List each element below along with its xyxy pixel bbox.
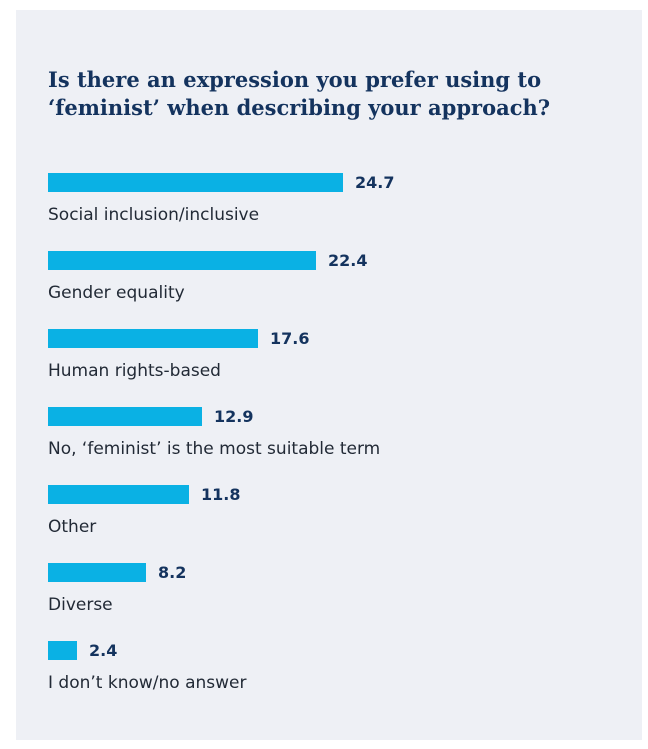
category-label: Social inclusion/inclusive <box>48 205 260 225</box>
bar <box>48 563 146 582</box>
bar <box>48 251 316 270</box>
bar <box>48 407 202 426</box>
bar <box>48 641 77 660</box>
bar <box>48 485 189 504</box>
category-label: I don’t know/no answer <box>48 673 247 693</box>
bar-value-label: 11.8 <box>201 485 241 504</box>
category-label: Diverse <box>48 595 113 615</box>
bar-row: 12.9 No, ‘feminist’ is the most suitable … <box>48 406 628 466</box>
bar-value-label: 22.4 <box>328 251 368 270</box>
bar-row: 8.2 Diverse <box>48 562 628 622</box>
bar-chart: 24.7 Social inclusion/inclusive 22.4 Gender… <box>48 172 628 693</box>
category-label: No, ‘feminist’ is the most suitable term <box>48 439 381 459</box>
bar-row: 2.4 I don’t know/no answer <box>48 640 628 700</box>
bar-value-label: 12.9 <box>214 407 254 426</box>
bar-value-label: 24.7 <box>355 173 395 192</box>
bar-value-label: 2.4 <box>89 641 118 660</box>
bar-row: 17.6 Human rights-based <box>48 328 628 388</box>
chart-panel <box>16 10 642 740</box>
bar-value-label: 8.2 <box>158 563 187 582</box>
chart-title: Is there an expression you prefer using … <box>48 67 551 120</box>
category-label: Gender equality <box>48 283 185 303</box>
bar-row: 24.7 Social inclusion/inclusive <box>48 172 628 232</box>
bar <box>48 173 343 192</box>
bar-value-label: 17.6 <box>270 329 310 348</box>
bar <box>48 329 258 348</box>
bar-row: 22.4 Gender equality <box>48 250 628 310</box>
category-label: Human rights-based <box>48 361 221 381</box>
bar-row: 11.8 Other <box>48 484 628 544</box>
category-label: Other <box>48 517 97 537</box>
